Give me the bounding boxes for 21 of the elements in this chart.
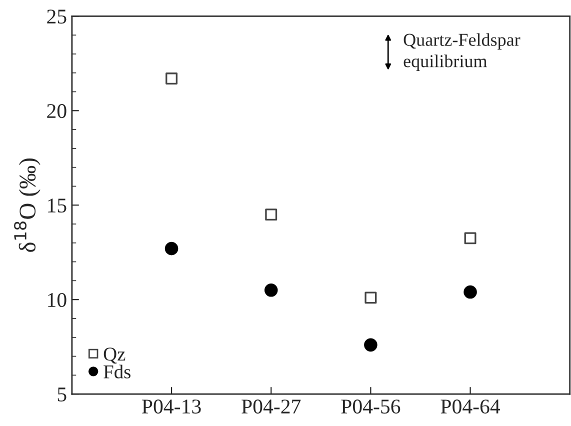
legend-label: Qz xyxy=(104,348,126,364)
x-tick-label: P04-56 xyxy=(341,400,400,414)
y-tick-label: 15 xyxy=(48,198,66,213)
annotation: Quartz-Feldspar equilibrium xyxy=(404,33,520,71)
x-tick-label: P04-13 xyxy=(142,400,201,414)
point xyxy=(265,208,278,221)
x-tick-label: P04-64 xyxy=(440,400,500,414)
y-tick-label: 10 xyxy=(48,292,66,308)
point xyxy=(464,232,476,244)
y-tick-label: 25 xyxy=(47,10,66,24)
point xyxy=(164,242,178,256)
x-tick-label: P04-27 xyxy=(242,400,301,414)
point xyxy=(364,292,377,304)
y-axis-title: δ$^{18}$O (‰) xyxy=(14,158,40,252)
point xyxy=(364,338,378,352)
point xyxy=(166,72,178,85)
point xyxy=(264,283,278,297)
point xyxy=(464,285,477,299)
legend-label: Fds xyxy=(104,364,130,378)
y-tick-label: 5 xyxy=(58,388,66,402)
y-tick-label: 20 xyxy=(47,104,66,118)
